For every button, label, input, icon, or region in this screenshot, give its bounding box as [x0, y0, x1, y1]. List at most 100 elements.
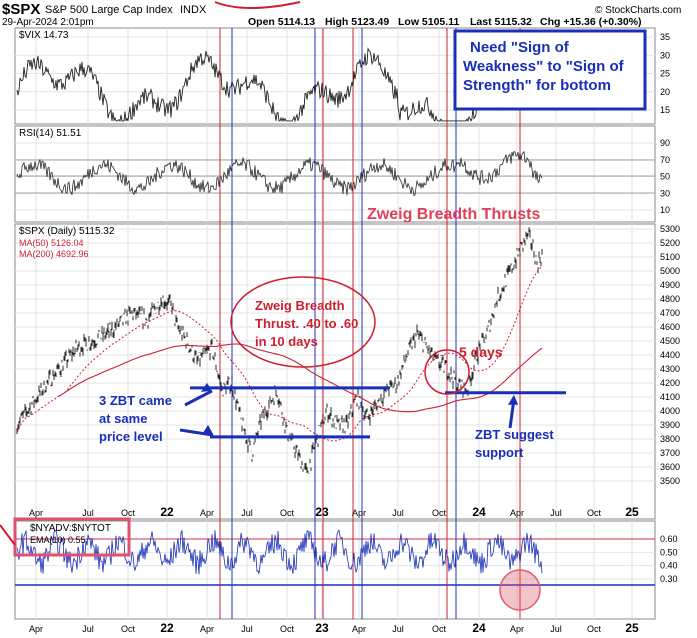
nyadv-tick: 0.50 — [660, 547, 678, 557]
x-tick-label: 22 — [160, 505, 174, 519]
high-value: High 5123.49 — [325, 16, 389, 28]
price-tick: 5300 — [660, 224, 680, 234]
price-tick: 4100 — [660, 392, 680, 402]
zbt-title: Zweig Breadth Thrusts — [367, 206, 540, 223]
five-days-circle — [424, 349, 470, 395]
x-tick-label-bottom: Jul — [241, 624, 253, 634]
vix-tick: 20 — [660, 87, 670, 97]
nyadv-panel — [14, 520, 656, 620]
nyadv-label: $NYADV:$NYTOT — [30, 523, 111, 534]
x-tick-label-bottom: Oct — [432, 624, 447, 634]
rsi-tick: 30 — [660, 188, 670, 198]
index-name: S&P 500 Large Cap Index — [45, 4, 173, 16]
nyadv-tick: 0.30 — [660, 574, 678, 584]
price-tick: 3700 — [660, 448, 680, 458]
rsi-line — [16, 150, 543, 197]
x-tick-label: Jul — [550, 508, 562, 518]
x-tick-label: Apr — [352, 508, 366, 518]
note-box — [453, 29, 647, 111]
arrow-upper-head — [201, 382, 212, 392]
symbol: $SPX — [2, 1, 40, 18]
nyadv-line — [16, 529, 543, 575]
arrow-support-head — [508, 394, 518, 405]
x-tick-label: Oct — [280, 508, 295, 518]
x-tick-label: Apr — [510, 508, 524, 518]
price-panel — [14, 223, 656, 520]
exchange: INDX — [180, 4, 207, 16]
x-tick-label-bottom: Oct — [280, 624, 295, 634]
ma200-label: MA(200) 4692.96 — [19, 249, 89, 259]
x-tick-label: 25 — [625, 505, 639, 519]
zbt-left-text: 3 ZBT came at same price level — [99, 393, 176, 444]
chg-value: Chg +15.36 (+0.30%) — [540, 16, 642, 28]
price-tick: 3600 — [660, 462, 680, 472]
x-tick-label-bottom: Oct — [587, 624, 602, 634]
arrow-upper — [184, 389, 213, 407]
x-tick-label: Jul — [241, 508, 253, 518]
arrow-lower-head — [203, 424, 214, 436]
low-value: Low 5105.11 — [398, 16, 459, 28]
five-days-label: 5 days — [459, 344, 503, 360]
ma200-line — [57, 343, 543, 413]
vix-tick: 25 — [660, 69, 670, 79]
series-layer — [16, 47, 566, 575]
red-arc-top — [214, 1, 301, 9]
x-tick-label-bottom: 24 — [472, 621, 486, 635]
event-lines — [219, 28, 521, 619]
arrow-lower — [179, 428, 213, 437]
x-tick-label: Apr — [200, 508, 214, 518]
nyadv-tick: 0.60 — [660, 534, 678, 544]
nyadv-low-marker — [499, 569, 541, 611]
x-tick-label-bottom: 23 — [315, 621, 329, 635]
y-axis-ticks: 35 30 25 20 15 90 70 50 30 10 5300 5200 5100 5000 4900… — [660, 32, 680, 584]
price-tick: 4500 — [660, 336, 680, 346]
rsi-panel — [14, 125, 656, 223]
x-tick-label: Apr — [29, 508, 43, 518]
price-tick: 4400 — [660, 350, 680, 360]
x-tick-label: Oct — [587, 508, 602, 518]
x-tick-label-bottom: Jul — [550, 624, 562, 634]
nyadv-tick: 0.40 — [660, 561, 678, 571]
rsi-label: RSI(14) 51.51 — [19, 128, 82, 139]
price-tick: 5000 — [660, 266, 680, 276]
x-tick-label: 23 — [315, 505, 329, 519]
x-tick-label-bottom: Apr — [29, 624, 43, 634]
vix-label: $VIX 14.73 — [19, 30, 69, 41]
x-axis-ticks: Apr Apr Jul Jul Oct Oct 22 22 Apr Apr Jul Jul Oct Oct… — [29, 505, 639, 635]
rsi-tick: 90 — [660, 138, 670, 148]
price-tick: 5200 — [660, 238, 680, 248]
price-label: $SPX (Daily) 5115.32 — [19, 226, 115, 237]
zbt-ellipse — [230, 276, 376, 368]
price-tick: 5100 — [660, 252, 680, 262]
last-value: Last 5115.32 — [470, 16, 532, 28]
price-tick: 4200 — [660, 378, 680, 388]
rsi-tick: 70 — [660, 155, 670, 165]
x-tick-label-bottom: Apr — [510, 624, 524, 634]
vix-tick: 15 — [660, 105, 670, 115]
nyadv-highlight-box — [13, 517, 131, 557]
zbt-support-text: ZBT suggest support — [475, 427, 557, 460]
price-tick: 4600 — [660, 322, 680, 332]
price-tick: 4000 — [660, 406, 680, 416]
price-tick: 4900 — [660, 280, 680, 290]
price-tick: 4300 — [660, 364, 680, 374]
ma50-label: MA(50) 5126.04 — [19, 238, 84, 248]
credit: © StockCharts.com — [595, 5, 681, 16]
x-tick-label: 24 — [472, 505, 486, 519]
note-box-text: Need "Sign of Weakness" to "Sign of Stre… — [463, 39, 628, 94]
x-tick-label-bottom: Jul — [392, 624, 404, 634]
zbt-ellipse-text: Zweig Breadth Thrust. .40 to .60 in 10 d… — [255, 298, 362, 349]
date: 29-Apr-2024 2:01pm — [2, 17, 94, 28]
x-tick-label-bottom: 22 — [160, 621, 174, 635]
x-tick-label-bottom: Oct — [121, 624, 136, 634]
x-tick-label: Jul — [82, 508, 94, 518]
open-value: Open 5114.13 — [248, 16, 315, 28]
x-tick-label-bottom: Jul — [82, 624, 94, 634]
price-tick: 4800 — [660, 294, 680, 304]
x-tick-label-bottom: Apr — [352, 624, 366, 634]
x-tick-label: Oct — [121, 508, 136, 518]
price-tick: 4700 — [660, 308, 680, 318]
x-tick-label-bottom: Apr — [200, 624, 214, 634]
vix-tick: 35 — [660, 32, 670, 42]
vix-tick: 30 — [660, 50, 670, 60]
